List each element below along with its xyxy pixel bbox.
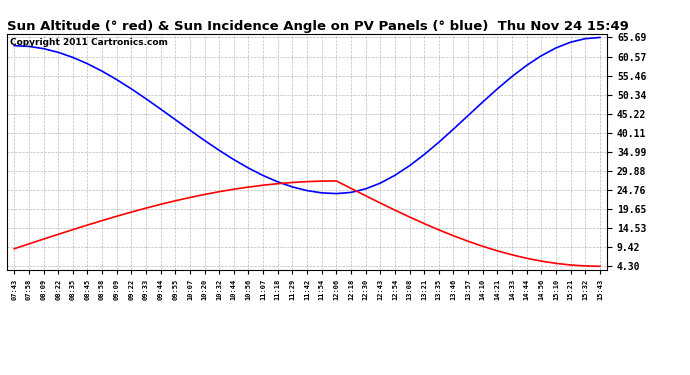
Text: Sun Altitude (° red) & Sun Incidence Angle on PV Panels (° blue)  Thu Nov 24 15:: Sun Altitude (° red) & Sun Incidence Ang…	[7, 20, 629, 33]
Text: Copyright 2011 Cartronics.com: Copyright 2011 Cartronics.com	[10, 39, 168, 48]
